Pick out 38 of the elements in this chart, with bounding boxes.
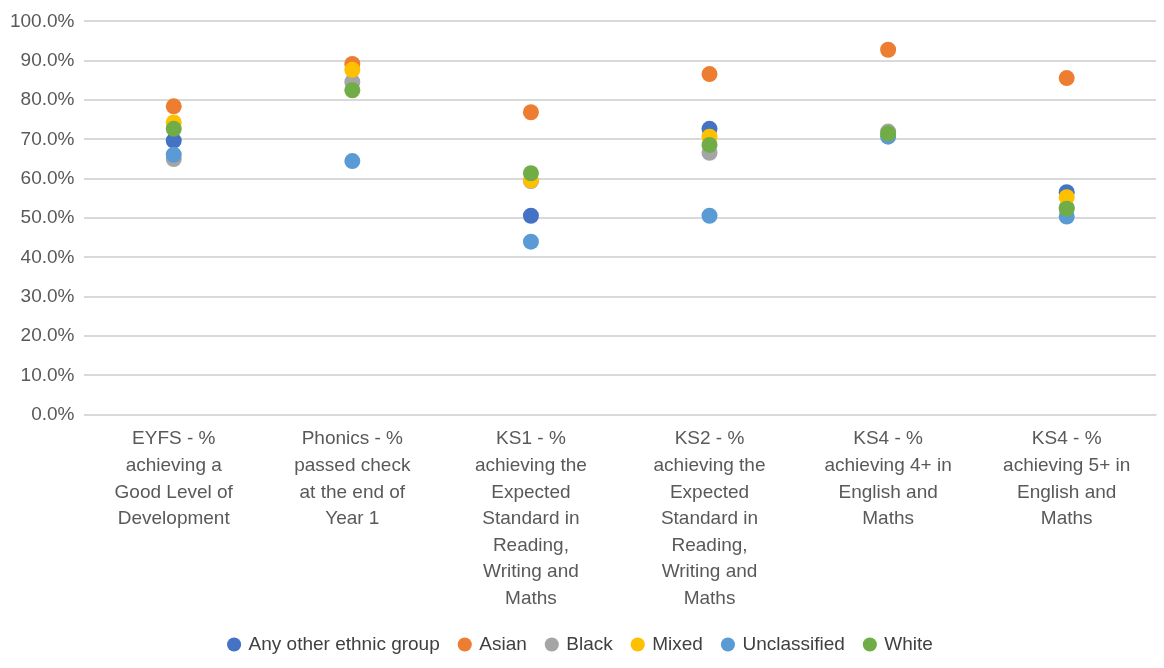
point bbox=[701, 66, 718, 83]
x-tick-label: KS4 - % achieving 4+ in English and Maths bbox=[824, 427, 952, 529]
y-tick-label: 100.0% bbox=[9, 9, 75, 31]
point bbox=[165, 146, 182, 163]
legend-label: Asian bbox=[479, 632, 527, 654]
legend-label: Unclassified bbox=[742, 632, 845, 654]
point bbox=[1058, 70, 1075, 87]
legend-label: Any other ethnic group bbox=[248, 632, 440, 654]
y-tick-label: 30.0% bbox=[20, 285, 75, 307]
legend-label: White bbox=[884, 632, 933, 654]
x-tick-label: KS1 - % achieving the Expected Standard in Reading, Writing and Maths bbox=[474, 427, 587, 608]
y-tick-label: 40.0% bbox=[20, 245, 75, 267]
x-tick-label: Phonics - % passed check at the end of Year 1 bbox=[294, 427, 411, 529]
x-tick-label: KS2 - % achieving the Expected Standard in Reading, Writing and Maths bbox=[653, 427, 766, 608]
point bbox=[165, 120, 182, 137]
y-tick-label: 20.0% bbox=[20, 324, 75, 346]
point bbox=[522, 165, 539, 182]
y-tick-label: 90.0% bbox=[20, 48, 75, 70]
point bbox=[522, 233, 539, 250]
y-tick-label: 0.0% bbox=[31, 403, 75, 425]
point bbox=[344, 153, 361, 170]
x-tick-label: KS4 - % achieving 5+ in English and Maths bbox=[1003, 427, 1131, 529]
x-tick-label: EYFS - % achieving a Good Level of Development bbox=[114, 427, 234, 529]
point bbox=[344, 61, 361, 78]
legend-label: Black bbox=[566, 632, 614, 654]
point bbox=[165, 98, 182, 115]
point bbox=[701, 207, 718, 224]
point bbox=[880, 41, 897, 58]
y-tick-label: 50.0% bbox=[20, 206, 75, 228]
y-tick-label: 70.0% bbox=[20, 127, 75, 149]
y-tick-label: 80.0% bbox=[20, 88, 75, 110]
point bbox=[522, 207, 539, 224]
point bbox=[344, 82, 361, 99]
y-tick-label: 10.0% bbox=[20, 363, 75, 385]
point bbox=[701, 136, 718, 153]
y-tick-label: 60.0% bbox=[20, 166, 75, 188]
point bbox=[522, 104, 539, 121]
legend-label: Mixed bbox=[652, 632, 703, 654]
